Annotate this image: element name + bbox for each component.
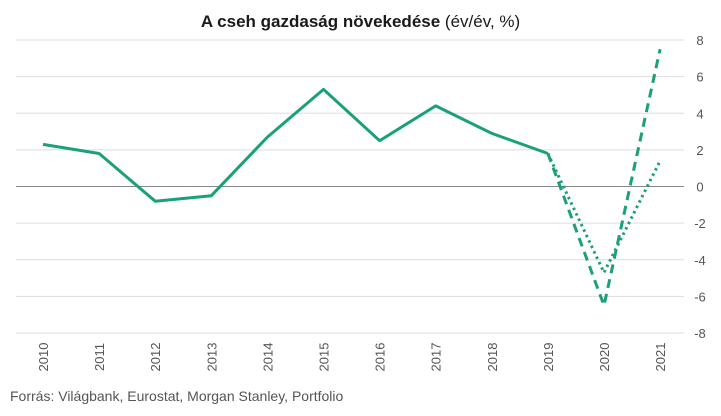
- y-tick-label: -6: [694, 289, 706, 304]
- x-tick-label: 2010: [36, 343, 51, 372]
- y-tick-label: 8: [696, 33, 703, 48]
- x-tick-label: 2020: [597, 343, 612, 372]
- grid-lines: [16, 39, 684, 334]
- x-axis-ticks: 2010 2011 2012 2013 2014 2015 2016 2017 2018 2019…: [36, 343, 668, 372]
- series-line-dashed: [546, 48, 662, 307]
- x-tick-label: 2019: [541, 343, 556, 372]
- y-tick-label: -4: [694, 253, 706, 268]
- x-tick-label: 2016: [373, 343, 388, 372]
- x-tick-label: 2013: [204, 343, 219, 372]
- x-tick-label: 2012: [148, 343, 163, 372]
- series-lines: [42, 48, 662, 307]
- chart-title-main: A cseh gazdaság növekedése: [200, 12, 441, 31]
- y-tick-label: 6: [696, 70, 703, 85]
- y-axis-ticks: 8 6 4 2 0 -2 -4 -6 -8: [694, 33, 706, 341]
- x-tick-label: 2014: [260, 343, 275, 372]
- x-tick-label: 2021: [653, 343, 668, 372]
- x-tick-label: 2015: [317, 343, 332, 372]
- y-tick-label: 4: [696, 106, 703, 121]
- x-tick-label: 2017: [429, 343, 444, 372]
- y-tick-label: 2: [696, 143, 703, 158]
- y-tick-label: 0: [696, 180, 703, 195]
- y-tick-label: -8: [694, 326, 706, 341]
- chart-title-unit: (év/év, %): [440, 12, 521, 31]
- x-tick-label: 2011: [92, 343, 107, 371]
- series-line-dotted: [546, 152, 662, 275]
- chart-title: A cseh gazdaság növekedése (év/év, %): [0, 12, 721, 32]
- y-tick-label: -2: [694, 216, 706, 231]
- series-line-solid: [42, 87, 549, 203]
- x-tick-label: 2018: [485, 343, 500, 372]
- source-note: Forrás: Világbank, Eurostat, Morgan Stan…: [10, 388, 344, 404]
